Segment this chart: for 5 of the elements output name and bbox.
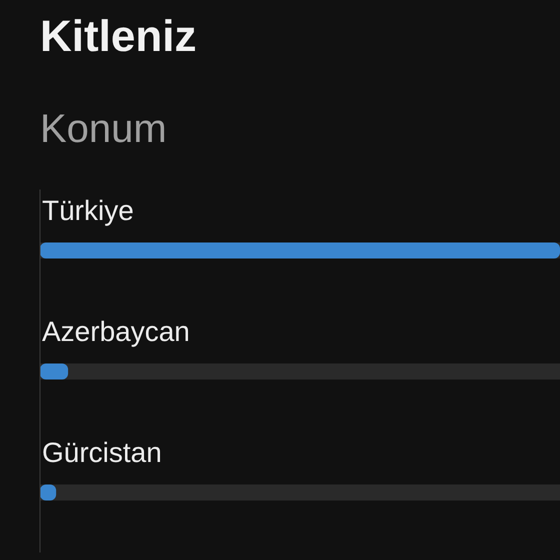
y-tick-label: Azerbaycan xyxy=(42,316,190,347)
y-tick-label: Türkiye xyxy=(42,195,134,226)
y-tick-label: Gürcistan xyxy=(42,437,162,468)
chart-title: Kitleniz xyxy=(40,12,196,61)
chart-subtitle: Konum xyxy=(40,107,167,151)
